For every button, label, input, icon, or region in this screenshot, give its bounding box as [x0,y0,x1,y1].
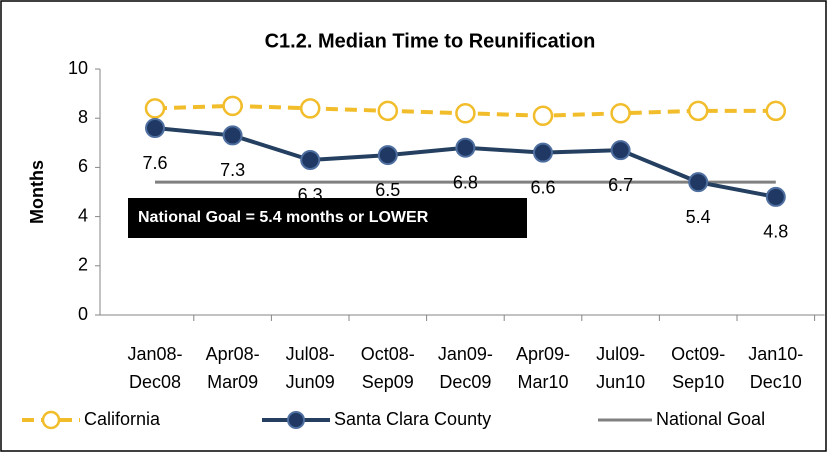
california-marker [687,100,709,122]
x-tick-label: Jun09 [286,372,335,392]
y-tick-label: 2 [78,255,88,275]
data-label: 7.3 [220,160,245,180]
california-marker [222,95,243,117]
legend-label: Santa Clara County [334,409,491,429]
data-label: 6.6 [530,177,555,197]
county-marker [533,142,553,163]
california-marker [144,98,166,119]
county-marker [377,145,398,166]
legend-marker [41,410,61,430]
chart-title: C1.2. Median Time to Reunification [265,30,596,52]
county-marker [455,137,476,158]
x-tick-label: Dec08 [129,372,181,392]
x-tick-label: Sep09 [362,372,414,392]
x-tick-label: Mar09 [207,372,258,392]
california-marker [765,100,787,122]
california-marker [532,105,554,126]
county-marker [765,186,786,207]
county-marker [688,172,709,193]
x-tick-label: Oct08- [361,344,415,364]
x-tick-label: Dec09 [439,372,491,392]
x-tick-label: Jul08- [286,344,335,364]
data-label: 4.8 [763,222,788,242]
x-tick-label: Sep10 [672,372,724,392]
data-label: 6.8 [453,172,478,192]
data-label: 5.4 [686,207,711,227]
data-label: 7.6 [142,153,167,173]
x-tick-label: Jun10 [596,372,645,392]
california-marker [377,100,399,122]
california-marker [610,103,631,124]
x-tick-label: Oct09- [671,344,725,364]
county-marker [222,125,243,146]
x-tick-label: Jul09- [596,344,645,364]
county-marker [300,150,321,171]
x-tick-label: Jan08- [127,344,182,364]
data-label: 6.3 [298,185,323,205]
county-marker [145,118,165,139]
x-tick-label: Jan09- [438,344,493,364]
county-marker [610,140,631,161]
y-tick-label: 10 [68,58,88,78]
y-tick-label: 8 [78,107,88,127]
y-tick-label: 6 [78,156,88,176]
y-tick-label: 0 [78,304,88,324]
annotation: National Goal = 5.4 months or LOWER [138,209,429,226]
california-marker [455,103,476,124]
legend-label: California [84,409,161,429]
x-tick-label: Jan10- [748,344,803,364]
x-tick-label: Apr08- [206,344,260,364]
x-tick-label: Mar10 [517,372,568,392]
legend-label: National Goal [656,409,765,429]
x-tick-label: Apr09- [516,344,570,364]
y-axis-label: Months [27,160,47,224]
x-tick-label: Dec10 [750,372,802,392]
y-tick-label: 4 [78,205,88,225]
data-label: 6.7 [608,175,633,195]
data-label: 6.5 [375,180,400,200]
legend-marker [287,411,305,429]
annotation-box [128,198,527,238]
california-marker [299,98,321,119]
